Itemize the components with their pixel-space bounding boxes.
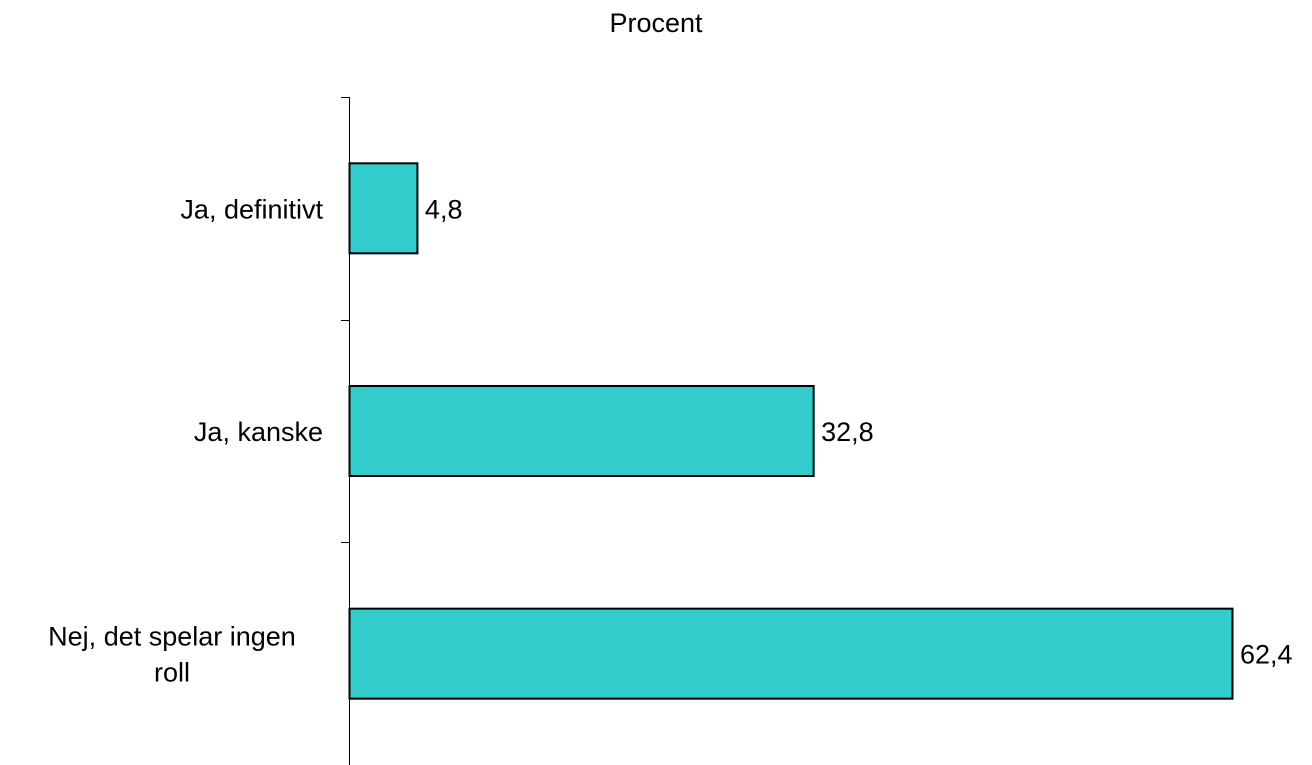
bar bbox=[348, 607, 1234, 700]
category-label: roll bbox=[154, 658, 190, 688]
bar bbox=[348, 162, 419, 255]
category-label: Ja, kanske bbox=[194, 417, 323, 447]
data-label: 4,8 bbox=[425, 194, 463, 224]
chart-title: Procent bbox=[609, 8, 703, 38]
category-label: Nej, det spelar ingen bbox=[48, 622, 296, 652]
data-label: 32,8 bbox=[821, 417, 874, 447]
category-label: Ja, definitivt bbox=[180, 194, 323, 224]
data-label: 62,4 bbox=[1240, 640, 1293, 670]
bar bbox=[348, 385, 815, 477]
